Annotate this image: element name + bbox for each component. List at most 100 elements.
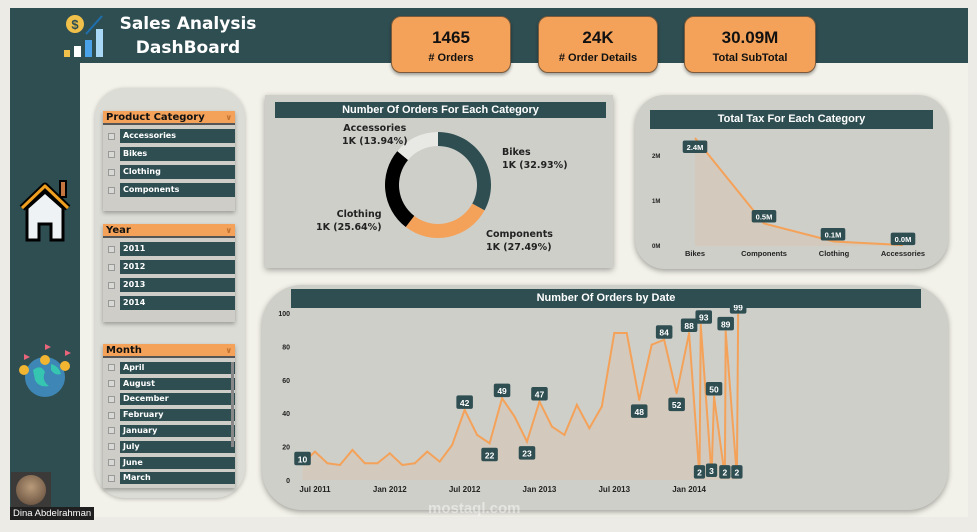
data-point <box>713 395 716 398</box>
chart-title: Total Tax For Each Category <box>650 110 933 129</box>
data-label: 49 <box>497 386 507 396</box>
slicer-item-label: 2014 <box>120 296 235 310</box>
data-label-box <box>655 325 673 339</box>
slicer-header[interactable]: Product Category ∨ <box>103 111 235 125</box>
data-label-point: 47 <box>531 387 548 401</box>
data-point <box>650 343 653 346</box>
checkbox[interactable] <box>108 380 115 388</box>
home-icon[interactable] <box>12 178 78 244</box>
checkbox[interactable] <box>108 150 115 158</box>
x-tick-label: Jan 2014 <box>672 485 706 494</box>
data-point <box>338 463 341 466</box>
chevron-down-icon[interactable]: ∨ <box>225 226 233 235</box>
data-point <box>376 462 379 465</box>
slicer-item-label: April <box>120 361 235 374</box>
slicer-title: Product Category <box>106 112 205 123</box>
slicer-item-label: Bikes <box>120 147 235 161</box>
data-point <box>363 462 366 465</box>
checkbox[interactable] <box>108 474 115 482</box>
checkbox[interactable] <box>108 364 115 372</box>
slicer-item[interactable]: 2012 <box>108 260 235 274</box>
y-tick-label: 2M <box>652 154 660 160</box>
chevron-down-icon[interactable]: ∨ <box>225 346 233 355</box>
slicer-item[interactable]: February <box>108 409 235 422</box>
slicer-item[interactable]: August <box>108 377 235 390</box>
slicer-header[interactable]: Month ∨ <box>103 344 235 358</box>
donut-slice-components <box>405 203 485 238</box>
checkbox[interactable] <box>108 299 115 307</box>
slicer-header[interactable]: Year ∨ <box>103 224 235 238</box>
slicer-item[interactable]: December <box>108 393 235 406</box>
slicer-item[interactable]: Bikes <box>108 147 235 161</box>
data-point <box>513 415 516 418</box>
data-label: 2.4M <box>687 143 704 152</box>
slicer-item[interactable]: January <box>108 424 235 437</box>
data-label-box <box>890 232 916 246</box>
slicer-item[interactable]: July <box>108 440 235 453</box>
donut-slice-accessories <box>397 132 438 161</box>
checkbox[interactable] <box>108 411 115 419</box>
data-label: 23 <box>522 449 532 459</box>
data-label-point: 84 <box>655 325 673 339</box>
data-label-box <box>705 463 718 477</box>
dashboard-title: Sales Analysis DashBoard <box>118 12 258 60</box>
data-label-point: 22 <box>481 447 498 462</box>
checkbox[interactable] <box>108 132 115 140</box>
user-avatar[interactable] <box>11 472 51 508</box>
checkbox[interactable] <box>108 281 115 289</box>
slicer-item[interactable]: April <box>108 361 235 374</box>
globe-pins-icon[interactable] <box>15 340 75 400</box>
checkbox[interactable] <box>108 263 115 271</box>
chevron-down-icon[interactable]: ∨ <box>225 113 233 122</box>
orders-line-chart: 0 20 40 60 80 100 Jul 2011 Jan 2012 Jul 2012 Jan … <box>278 305 747 494</box>
data-label: 48 <box>634 407 644 417</box>
checkbox[interactable] <box>108 443 115 451</box>
data-label-point: 42 <box>456 395 473 409</box>
title-line-2: DashBoard <box>135 38 241 58</box>
data-point <box>588 427 591 430</box>
checkbox[interactable] <box>108 459 115 467</box>
slicer-item-label: 2013 <box>120 278 235 292</box>
slicer-item-label: August <box>120 377 235 390</box>
tax-area-chart: 0M 1M 2M Bikes Components Clothing Accessories… <box>652 137 925 258</box>
checkbox[interactable] <box>108 427 115 435</box>
svg-text:$: $ <box>71 17 79 32</box>
slicer-item-label: 2012 <box>120 260 235 274</box>
checkbox[interactable] <box>108 186 115 194</box>
chart-title: Number Of Orders For Each Category <box>275 102 606 118</box>
checkbox[interactable] <box>108 168 115 176</box>
slicer-item[interactable]: Components <box>108 183 235 197</box>
slicer-item[interactable]: 2011 <box>108 242 235 256</box>
donut-slice-bikes <box>438 132 491 211</box>
slicer-item[interactable]: June <box>108 456 235 469</box>
x-tick-label: Components <box>741 249 787 258</box>
y-tick-label: 80 <box>282 344 290 351</box>
data-label: 93 <box>699 313 709 323</box>
data-point <box>625 332 628 335</box>
slicer-item[interactable]: March <box>108 472 235 485</box>
sales-chart-dollar-icon: $ <box>64 15 103 57</box>
data-point <box>575 403 578 406</box>
scrollbar[interactable] <box>231 362 234 447</box>
slicer-item[interactable]: Clothing <box>108 165 235 179</box>
data-label-box <box>294 451 311 466</box>
data-label: 88 <box>684 321 694 331</box>
data-point <box>326 462 329 465</box>
slicer-item[interactable]: Accessories <box>108 129 235 143</box>
slicer-item[interactable]: 2013 <box>108 278 235 292</box>
data-label-box <box>729 305 747 314</box>
slicer-item[interactable]: 2014 <box>108 296 235 310</box>
checkbox[interactable] <box>108 395 115 403</box>
data-label-point: 49 <box>493 383 511 398</box>
data-label-point: 52 <box>668 397 685 412</box>
data-point <box>476 433 479 436</box>
data-point <box>451 443 454 446</box>
y-tick-label: 20 <box>282 445 290 452</box>
slicer-item-label: Components <box>120 183 235 197</box>
y-tick-label: 40 <box>282 411 290 418</box>
x-tick-label: Jan 2012 <box>373 485 407 494</box>
checkbox[interactable] <box>108 245 115 253</box>
x-tick-label: Jan 2013 <box>523 485 557 494</box>
data-label: 0.5M <box>756 213 773 222</box>
data-label: 52 <box>672 400 682 410</box>
